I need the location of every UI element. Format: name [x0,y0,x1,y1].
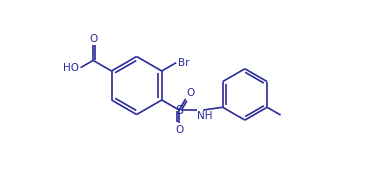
Text: S: S [175,104,183,117]
Text: O: O [175,125,183,135]
Text: O: O [89,34,97,44]
Text: HO: HO [63,63,79,73]
Text: O: O [187,88,195,98]
Text: NH: NH [197,111,213,121]
Text: Br: Br [178,58,189,68]
